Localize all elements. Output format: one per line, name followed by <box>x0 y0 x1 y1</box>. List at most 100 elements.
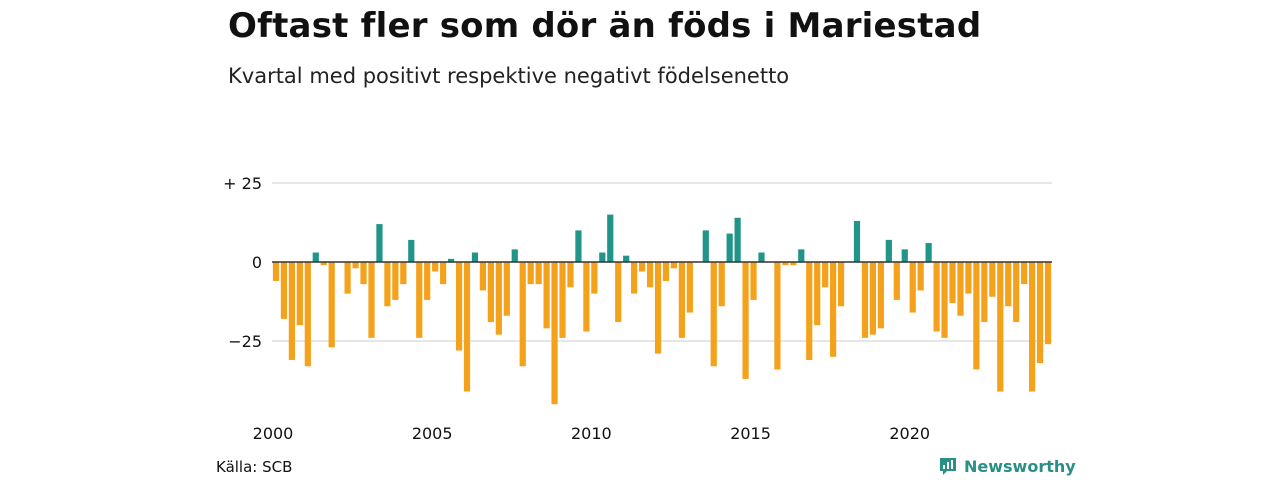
bar <box>615 262 622 323</box>
brand-name: Newsworthy <box>964 456 1076 476</box>
bar <box>432 262 439 272</box>
bar <box>933 262 940 332</box>
bar <box>471 252 479 262</box>
bar <box>678 262 685 338</box>
bar <box>877 262 884 329</box>
bar <box>551 262 558 405</box>
x-tick-label: 2005 <box>412 424 453 443</box>
bar <box>288 262 295 360</box>
bar <box>869 262 877 335</box>
gridlines <box>272 182 1052 342</box>
bar <box>853 220 861 262</box>
bar <box>511 249 518 262</box>
bar <box>559 262 566 338</box>
bar <box>400 262 407 285</box>
bar <box>280 262 288 319</box>
bar <box>599 252 606 262</box>
bar <box>567 262 574 288</box>
bar <box>822 262 829 288</box>
bar <box>1044 262 1052 345</box>
bar <box>1036 262 1044 364</box>
bar <box>591 262 598 294</box>
bar <box>527 262 534 285</box>
bar <box>662 262 670 281</box>
x-tick-label: 2015 <box>730 424 771 443</box>
bar <box>861 262 869 338</box>
bar <box>670 262 678 269</box>
bar <box>296 262 303 326</box>
x-tick-label: 2020 <box>889 424 930 443</box>
bar <box>344 262 351 294</box>
bar <box>774 262 781 370</box>
bar <box>440 262 447 285</box>
bar <box>989 262 996 297</box>
bars <box>272 214 1052 405</box>
bar <box>447 258 455 262</box>
bar <box>487 262 494 323</box>
bar <box>1021 262 1028 285</box>
bar <box>1013 262 1020 323</box>
bar <box>392 262 399 300</box>
bar <box>806 262 813 360</box>
bar <box>312 252 319 262</box>
y-tick-label: −25 <box>228 332 262 351</box>
bar <box>320 262 327 266</box>
bar <box>416 262 423 338</box>
bar <box>654 262 662 354</box>
bar <box>575 230 582 262</box>
chart-subtitle: Kvartal med positivt respektive negativt… <box>228 64 790 88</box>
bar <box>750 262 757 300</box>
bar <box>1005 262 1012 307</box>
x-tick-label: 2010 <box>571 424 612 443</box>
bar <box>328 262 335 348</box>
source-note: Källa: SCB <box>216 458 293 476</box>
bar <box>623 255 630 262</box>
bar <box>758 252 765 262</box>
bar <box>981 262 988 323</box>
bar <box>646 262 654 288</box>
bar <box>272 262 280 281</box>
y-tick-label: + 25 <box>223 174 262 193</box>
bar <box>686 262 693 313</box>
bar <box>837 262 845 307</box>
bar <box>830 262 837 357</box>
newsworthy-logo-icon <box>940 458 956 475</box>
bar <box>782 262 789 266</box>
brand-logo: Newsworthy <box>938 456 1076 476</box>
chart-title: Oftast fler som dör än föds i Mariestad <box>228 6 982 46</box>
bar <box>901 249 908 262</box>
bar <box>702 230 709 262</box>
bar <box>535 262 542 285</box>
bar <box>742 262 749 379</box>
bar <box>814 262 821 326</box>
bar <box>455 262 463 351</box>
bar <box>790 262 797 266</box>
bar <box>734 217 741 262</box>
bar <box>909 262 916 313</box>
bar <box>503 262 510 316</box>
bar <box>384 262 391 307</box>
bar <box>463 262 471 392</box>
bar <box>352 262 359 269</box>
bar <box>1029 262 1036 392</box>
bar <box>798 249 805 262</box>
bar <box>631 262 638 294</box>
bar <box>965 262 972 294</box>
bar <box>408 239 415 262</box>
bar <box>949 262 956 304</box>
bar <box>607 214 614 262</box>
bar <box>973 262 980 370</box>
bar <box>941 262 948 338</box>
bar <box>543 262 550 329</box>
bar <box>360 262 367 285</box>
bar <box>583 262 590 332</box>
bar <box>893 262 900 300</box>
bar <box>885 239 892 262</box>
x-axis-labels: 2000 2005 2010 2015 2020 <box>253 424 930 443</box>
bar <box>424 262 431 300</box>
bar <box>519 262 526 367</box>
bar <box>957 262 964 316</box>
y-tick-label: 0 <box>252 253 262 272</box>
bar <box>917 262 924 291</box>
